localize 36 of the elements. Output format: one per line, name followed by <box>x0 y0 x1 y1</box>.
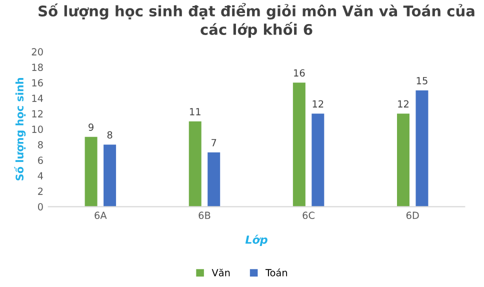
bar <box>188 121 202 207</box>
chart-title: Số lượng học sinh đạt điểm giỏi môn Văn và Toán của các lớp khối 6 <box>38 2 474 38</box>
data-label: 12 <box>398 100 408 108</box>
data-label: 8 <box>107 131 112 139</box>
y-tick-label: 0 <box>38 203 43 210</box>
y-tick-label: 14 <box>32 94 43 102</box>
bar <box>208 152 220 207</box>
x-tick-label: 6B <box>198 212 210 220</box>
y-axis-title: Số lượng học sinh <box>14 78 26 180</box>
data-label: 7 <box>212 139 216 146</box>
data-label: 12 <box>312 100 324 108</box>
y-tick-label: 4 <box>38 172 43 180</box>
legend-label: Văn <box>212 268 230 276</box>
bar <box>292 82 306 207</box>
y-tick-label: 18 <box>32 64 43 71</box>
bar <box>397 114 410 207</box>
data-label: 15 <box>416 77 428 84</box>
y-tick-label: 2 <box>38 188 43 195</box>
bar <box>416 90 428 207</box>
x-tick-label: 6D <box>406 212 419 220</box>
x-axis-title: Lớp <box>245 234 268 246</box>
data-label: 9 <box>88 123 94 131</box>
data-label: 16 <box>294 69 305 77</box>
bar <box>104 144 116 207</box>
y-tick-label: 16 <box>32 79 43 86</box>
y-tick-label: 6 <box>38 156 43 164</box>
x-tick-label: 6C <box>302 212 315 220</box>
legend-label: Toán <box>265 268 288 276</box>
y-tick-label: 12 <box>32 110 43 118</box>
x-tick-label: 6A <box>94 212 107 220</box>
bar <box>84 136 98 207</box>
data-label: 11 <box>190 108 200 116</box>
y-tick-label: 8 <box>38 141 43 148</box>
y-tick-label: 10 <box>32 126 43 133</box>
y-tick-label: 20 <box>32 48 43 56</box>
bar <box>312 114 324 207</box>
